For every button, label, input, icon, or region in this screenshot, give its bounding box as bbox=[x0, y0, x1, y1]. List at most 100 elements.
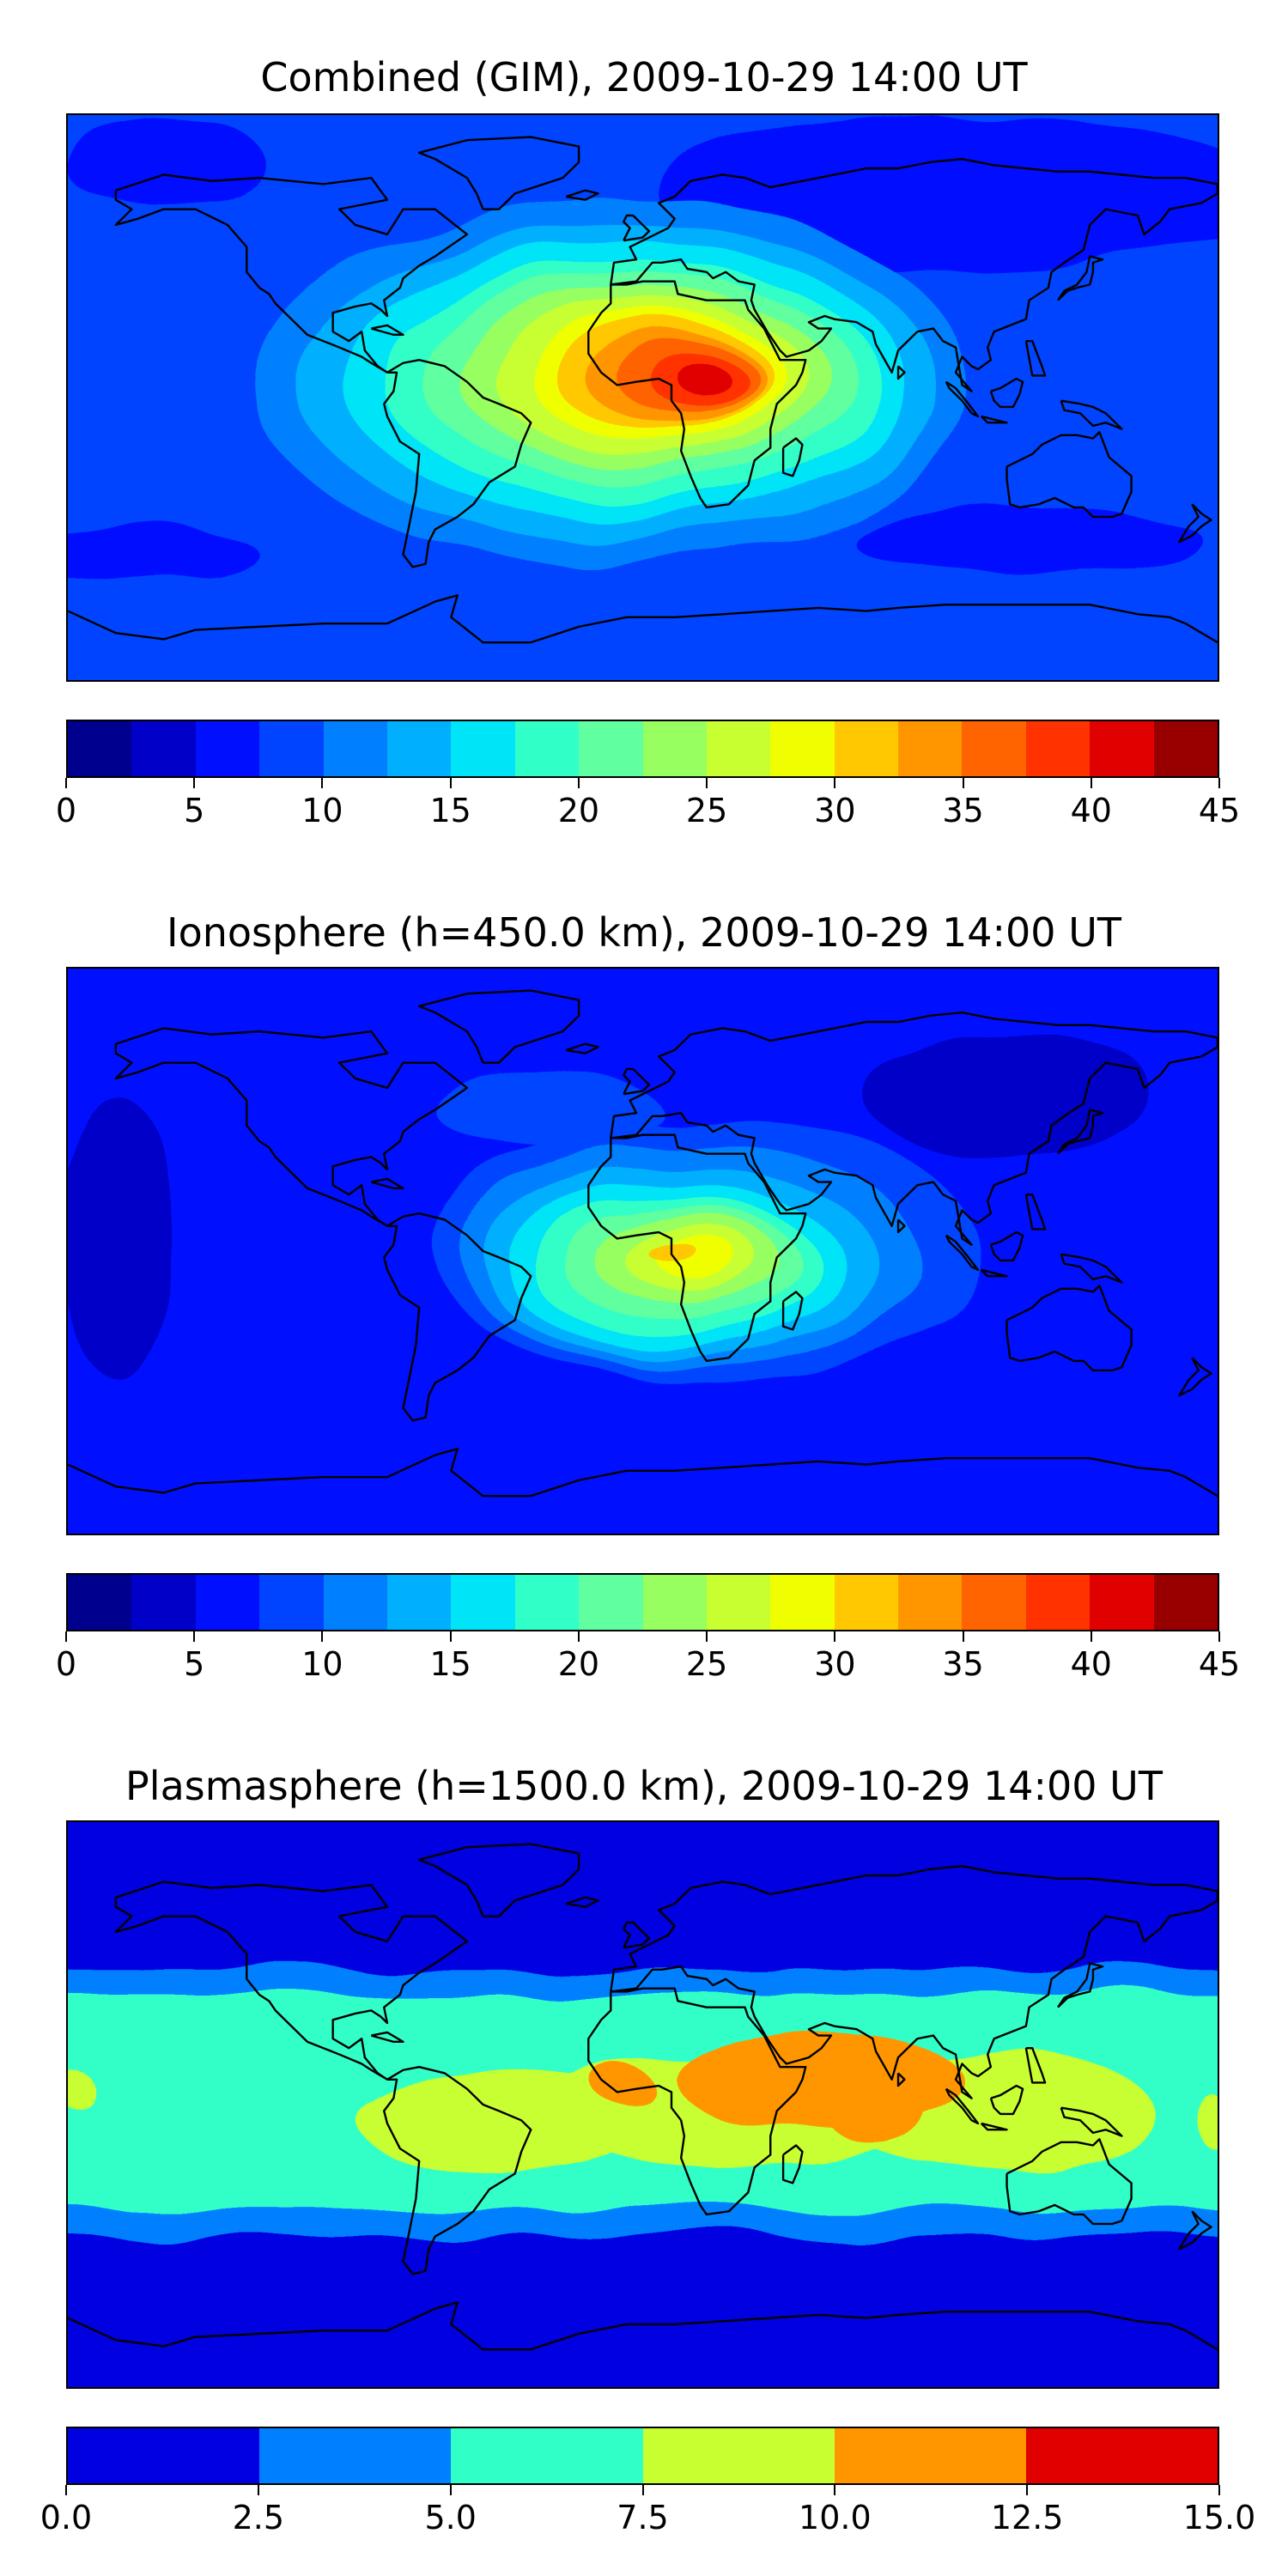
coastline bbox=[587, 1987, 807, 2216]
colorbar-tick-label: 10 bbox=[301, 792, 343, 829]
chart-title: Combined (GIM), 2009-10-29 14:00 UT bbox=[260, 54, 1028, 100]
coastline bbox=[896, 365, 906, 380]
colorbar-tick-mark bbox=[1090, 778, 1092, 788]
colorbar-ticks: 0 5 10 15 20 25 30 35 40 45 bbox=[56, 778, 1240, 838]
chart-title: Ionosphere (h=450.0 km), 2009-10-29 14:0… bbox=[167, 909, 1121, 956]
colorbar-segment bbox=[770, 1575, 835, 1630]
colorbar-segment bbox=[195, 721, 260, 776]
coastline bbox=[1024, 1194, 1047, 1230]
coastline bbox=[114, 1027, 469, 1227]
colorbar-tick-label: 35 bbox=[942, 1645, 984, 1683]
contour-region bbox=[681, 366, 732, 398]
coastline bbox=[896, 2072, 906, 2087]
colorbar-segment bbox=[962, 1575, 1026, 1630]
chart-title: Plasmasphere (h=1500.0 km), 2009-10-29 1… bbox=[125, 1763, 1163, 1809]
coastline bbox=[1005, 1285, 1133, 1372]
coastline bbox=[781, 2144, 804, 2184]
contour-region bbox=[68, 529, 260, 580]
contour-region bbox=[434, 1072, 659, 1148]
contour-region bbox=[598, 2069, 656, 2108]
coastline bbox=[114, 173, 469, 374]
colorbar-tick-label: 2.5 bbox=[232, 2499, 285, 2537]
coastline bbox=[945, 1234, 980, 1272]
colorbar-tick-label: 0.0 bbox=[39, 2499, 93, 2537]
colorbar-segment bbox=[259, 2428, 452, 2483]
coastline bbox=[417, 989, 580, 1064]
colorbar-tick-mark bbox=[193, 778, 196, 788]
colorbar-tick-mark bbox=[1218, 2485, 1220, 2495]
colorbar-tick-mark bbox=[641, 2485, 644, 2495]
colorbar-tick-mark bbox=[577, 778, 580, 788]
coastline bbox=[383, 2065, 532, 2275]
coastline bbox=[565, 1042, 599, 1054]
colorbar-tick-mark bbox=[257, 2485, 259, 2495]
colorbar-tick-mark bbox=[962, 778, 964, 788]
colorbar-segment bbox=[834, 1575, 899, 1630]
colorbar-segment bbox=[834, 2428, 1026, 2483]
contour-region bbox=[1194, 2095, 1218, 2146]
colorbar-tick-label: 15 bbox=[429, 1645, 471, 1683]
colorbar-segment bbox=[451, 1575, 515, 1630]
colorbar-tick-label: 40 bbox=[1070, 1645, 1112, 1683]
contour-region bbox=[68, 1094, 173, 1377]
coastline bbox=[383, 358, 532, 568]
coastline bbox=[587, 1133, 807, 1363]
colorbar-segment bbox=[68, 1575, 132, 1630]
coastline bbox=[781, 1291, 804, 1331]
coastline bbox=[781, 437, 804, 477]
colorbar-segment bbox=[579, 721, 643, 776]
colorbar-tick-label: 30 bbox=[814, 792, 856, 829]
colorbar-tick-label: 15 bbox=[429, 792, 471, 829]
map-panel bbox=[66, 1820, 1219, 2389]
coastline bbox=[989, 377, 1024, 409]
colorbar-tick-mark bbox=[65, 2485, 67, 2495]
coastline bbox=[610, 1011, 1218, 1246]
colorbar-tick-mark bbox=[449, 778, 452, 788]
coastline bbox=[114, 1880, 469, 2081]
colorbar-tick-mark bbox=[193, 1631, 196, 1642]
coastline bbox=[1024, 340, 1047, 377]
coastline bbox=[1060, 1253, 1123, 1284]
colorbar-segment bbox=[1090, 1575, 1154, 1630]
colorbar-tick-label: 0 bbox=[55, 792, 77, 829]
coastline bbox=[1060, 399, 1123, 430]
coastline bbox=[417, 1843, 580, 1917]
colorbar-tick-label: 10 bbox=[301, 1645, 343, 1683]
contour-region bbox=[68, 118, 266, 206]
coastline bbox=[989, 1230, 1024, 1262]
colorbar-segment bbox=[1153, 1575, 1218, 1630]
coastline bbox=[1057, 255, 1104, 301]
colorbar-tick-label: 12.5 bbox=[990, 2499, 1064, 2537]
coastline bbox=[945, 2087, 980, 2125]
colorbar bbox=[66, 1573, 1219, 1631]
colorbar-tick-label: 20 bbox=[557, 792, 600, 829]
colorbar-tick-label: 20 bbox=[557, 1645, 600, 1683]
colorbar-segment bbox=[386, 721, 452, 776]
coastline bbox=[622, 214, 651, 242]
colorbar-segment bbox=[514, 1575, 580, 1630]
coastline bbox=[610, 1864, 1218, 2099]
colorbar-segment bbox=[1025, 721, 1091, 776]
coastline bbox=[68, 594, 1218, 644]
coastline bbox=[980, 415, 1008, 424]
colorbar bbox=[66, 720, 1219, 778]
colorbar-segment bbox=[706, 721, 771, 776]
colorbar-tick-mark bbox=[449, 1631, 452, 1642]
colorbar-tick-mark bbox=[706, 1631, 708, 1642]
contour-region bbox=[68, 2069, 94, 2108]
map-svg bbox=[68, 1822, 1218, 2387]
colorbar-segment bbox=[323, 721, 387, 776]
colorbar-tick-mark bbox=[834, 778, 836, 788]
coastline bbox=[68, 2301, 1218, 2351]
colorbar-segment bbox=[579, 1575, 643, 1630]
coastline bbox=[980, 1268, 1008, 1278]
coastline bbox=[587, 280, 807, 509]
colorbar-segment bbox=[259, 1575, 324, 1630]
coastline bbox=[1005, 2138, 1133, 2226]
colorbar-tick-mark bbox=[1218, 1631, 1220, 1642]
contour-fills bbox=[68, 1969, 1218, 2237]
colorbar-segment bbox=[68, 721, 132, 776]
colorbar-segment bbox=[451, 721, 515, 776]
colorbar-tick-label: 25 bbox=[685, 792, 728, 829]
map-svg bbox=[68, 969, 1218, 1534]
